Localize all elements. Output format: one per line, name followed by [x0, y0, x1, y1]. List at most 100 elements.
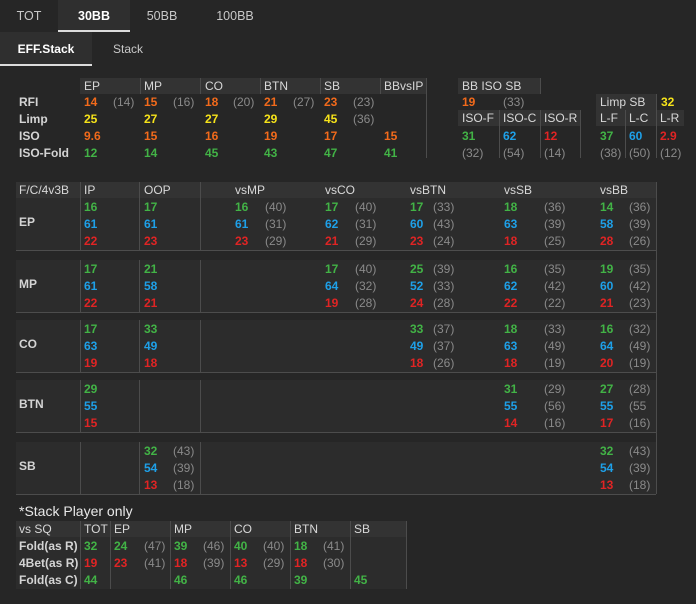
col-ep: EP [84, 79, 101, 93]
vs-sample: (28) [355, 296, 377, 310]
vs-value: 17 [325, 262, 339, 276]
stat-value: 16 [205, 129, 219, 143]
vs-sample: (23) [629, 296, 651, 310]
vs-value: 17 [325, 200, 339, 214]
ip-value: 19 [84, 356, 98, 370]
stat-value: 14 [144, 146, 158, 160]
stat-value: 9.6 [84, 129, 101, 143]
stat-value: 46 [174, 573, 188, 587]
oop-value: 54 [144, 461, 158, 475]
row-label-mp: MP [19, 277, 37, 291]
vs-sample: (32) [355, 279, 377, 293]
stat-value: 12 [544, 129, 558, 143]
stat-value: 44 [84, 573, 98, 587]
grid-corner-label: F/C/4v3B [19, 183, 70, 197]
ip-value: 15 [84, 416, 98, 430]
oop-value: 21 [144, 262, 158, 276]
tab-stack[interactable]: Stack [112, 42, 143, 56]
tab-30bb[interactable]: 30BB [58, 0, 130, 32]
stat-sample: (20) [233, 95, 255, 109]
vs-sample: (32) [629, 322, 651, 336]
stat-value: 19 [84, 556, 98, 570]
vs-value: 22 [504, 296, 518, 310]
stat-sample: (41) [144, 556, 166, 570]
vs-sample: (29) [265, 234, 287, 248]
vs-sample: (16) [544, 416, 566, 430]
stat-sample: (54) [503, 146, 525, 160]
ip-value: 17 [84, 262, 98, 276]
row-label: Fold(as C) [19, 573, 78, 587]
col-btn: BTN [264, 79, 288, 93]
vs-sample: (39) [544, 217, 566, 231]
col-vs-mp: vsMP [235, 183, 265, 197]
vs-value: 63 [504, 339, 518, 353]
ip-value: 17 [84, 322, 98, 336]
vs-sample: (39) [629, 217, 651, 231]
tab-eff-stack[interactable]: EFF.Stack [0, 32, 92, 66]
vs-value: 55 [504, 399, 518, 413]
oop-value: 49 [144, 339, 158, 353]
oop-value: 32 [144, 444, 158, 458]
vs-value: 55 [600, 399, 614, 413]
ip-value: 22 [84, 234, 98, 248]
oop-value: 21 [144, 296, 158, 310]
stat-value: 13 [234, 556, 248, 570]
stat-value: 29 [264, 112, 278, 126]
col-mp: MP [174, 522, 192, 536]
vs-value: 18 [504, 234, 518, 248]
vs-value: 23 [410, 234, 424, 248]
col-bbvsip: BBvsIP [384, 79, 424, 93]
vs-sample: (31) [265, 217, 287, 231]
tab-100bb[interactable]: 100BB [216, 9, 254, 23]
vs-value: 64 [600, 339, 614, 353]
stat-value: 23 [324, 95, 338, 109]
vs-sample: (33) [433, 200, 455, 214]
col-l-c: L-C [629, 111, 649, 125]
vs-sample: (43) [629, 444, 651, 458]
col-sb: SB [354, 522, 371, 536]
stat-value: 14 [84, 95, 98, 109]
vs-value: 18 [504, 200, 518, 214]
vs-sample: (33) [544, 322, 566, 336]
stat-value: 45 [324, 112, 338, 126]
vs-sample: (26) [433, 356, 455, 370]
vs-value: 27 [600, 382, 614, 396]
vs-sample: (39) [433, 262, 455, 276]
col-vs-btn: vsBTN [410, 183, 446, 197]
vs-value: 23 [235, 234, 249, 248]
vs-sample: (37) [433, 322, 455, 336]
row-label-sb: SB [19, 459, 36, 473]
vs-value: 16 [504, 262, 518, 276]
vs-value: 52 [410, 279, 424, 293]
oop-value: 61 [144, 217, 158, 231]
vs-sample: (35) [544, 262, 566, 276]
ip-value: 29 [84, 382, 98, 396]
vs-value: 18 [504, 322, 518, 336]
vs-value: 31 [504, 382, 518, 396]
tab-tot[interactable]: TOT [16, 9, 42, 23]
ip-value: 22 [84, 296, 98, 310]
stat-value: 43 [264, 146, 278, 160]
vs-sample: (56) [544, 399, 566, 413]
row-label-co: CO [19, 337, 37, 351]
stat-value: 24 [114, 539, 128, 553]
vs-value: 62 [325, 217, 339, 231]
stat-value: 17 [324, 129, 338, 143]
tab-50bb[interactable]: 50BB [146, 9, 178, 23]
ip-value: 61 [84, 279, 98, 293]
stat-value: 27 [205, 112, 219, 126]
row-iso: ISO [19, 129, 40, 143]
vs-value: 64 [325, 279, 339, 293]
oop-value: 23 [144, 234, 158, 248]
vs-value: 14 [504, 416, 518, 430]
stat-value: 31 [462, 129, 476, 143]
stat-value: 21 [264, 95, 278, 109]
stat-value: 37 [600, 129, 614, 143]
oop-value: 58 [144, 279, 158, 293]
stat-value: 15 [144, 95, 158, 109]
oop-value: 17 [144, 200, 158, 214]
vs-sample: (49) [629, 339, 651, 353]
vs-sample: (43) [433, 217, 455, 231]
vs-value: 19 [325, 296, 339, 310]
stat-value: 2.9 [660, 129, 677, 143]
